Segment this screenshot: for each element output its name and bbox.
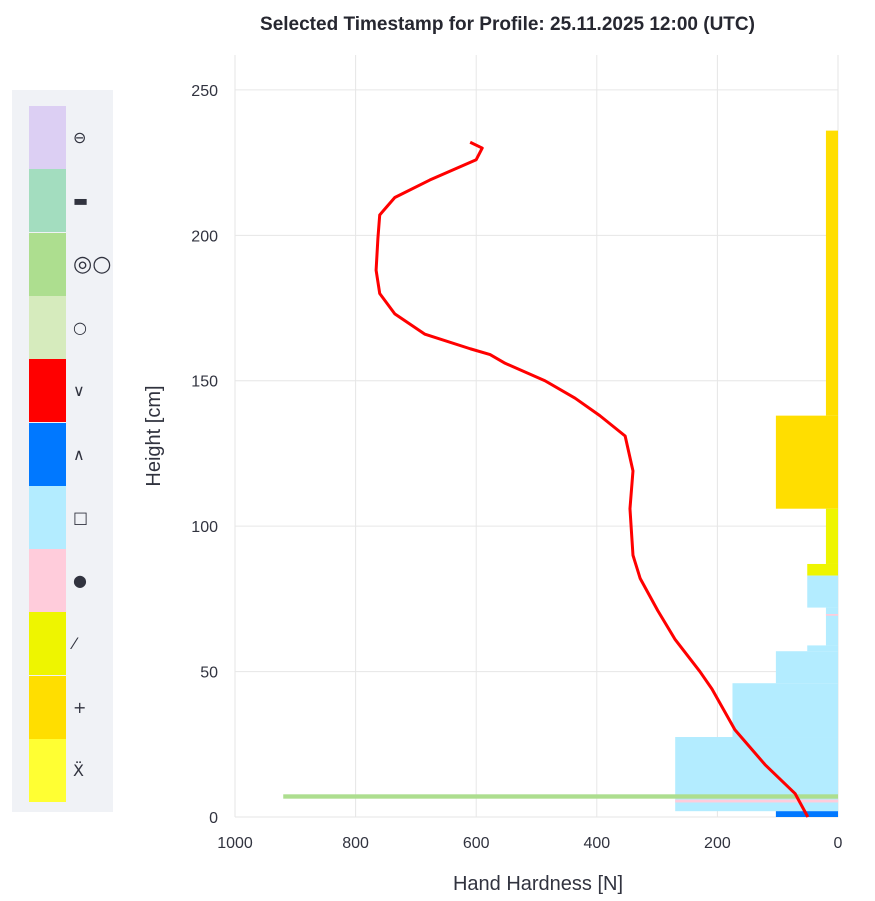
legend-swatch <box>29 106 66 169</box>
grain-symbol-icon: ● <box>73 571 87 591</box>
chart-title: Selected Timestamp for Profile: 25.11.20… <box>260 14 755 35</box>
x-tick-label: 1000 <box>217 835 253 852</box>
legend-swatch <box>29 485 66 549</box>
grain-symbol-icon: □ <box>73 507 89 527</box>
legend-swatch <box>29 295 66 359</box>
layer-bar <box>675 737 838 812</box>
y-tick-label: 200 <box>191 228 218 245</box>
legend-swatch <box>29 675 66 739</box>
grain-symbol-icon: ∧ <box>73 444 85 464</box>
grain-symbol-icon: ∨ <box>73 381 85 401</box>
layer-bar <box>825 613 838 616</box>
layer-bar <box>283 794 838 799</box>
y-axis-label: Height [cm] <box>143 385 165 486</box>
grain-symbol-icon: ○ <box>73 317 87 337</box>
x-tick-label: 600 <box>463 835 490 852</box>
grain-symbol-icon: Ẍ <box>73 761 84 780</box>
x-tick-label: 0 <box>834 835 843 852</box>
grain-symbol-icon: + <box>73 697 87 717</box>
y-tick-label: 100 <box>191 519 218 536</box>
layer-bar <box>807 575 838 608</box>
grain-symbol-icon: ▬ <box>73 191 89 211</box>
legend-item: ⊖ <box>29 106 123 169</box>
y-tick-label: 0 <box>209 810 218 827</box>
layer-bar <box>825 130 838 416</box>
y-tick-label: 150 <box>191 374 218 391</box>
legend-item: □ <box>29 485 123 549</box>
grain-symbol-icon: ⊖ <box>73 128 87 147</box>
layer-bar <box>775 415 838 509</box>
layer-bar <box>775 651 838 684</box>
x-tick-label: 800 <box>342 835 369 852</box>
y-tick-label: 50 <box>200 665 218 682</box>
legend-item: ● <box>29 549 123 613</box>
layer-bar <box>825 607 838 646</box>
legend-item: ○ <box>29 295 123 359</box>
x-tick-label: 400 <box>583 835 610 852</box>
legend-swatch <box>29 359 66 423</box>
legend-swatch <box>29 232 66 296</box>
grain-symbol-icon: ◎○ <box>73 251 112 277</box>
legend-item: ⁄ <box>29 612 123 676</box>
legend-item: + <box>29 675 123 739</box>
layer-bar <box>807 645 838 652</box>
legend-swatch <box>29 422 66 486</box>
ram-profile-line <box>374 140 810 818</box>
legend-swatch <box>29 612 66 676</box>
legend-swatch <box>29 739 66 802</box>
grain-symbol-icon: ⁄ <box>73 634 76 654</box>
x-tick-label: 200 <box>704 835 731 852</box>
legend-swatch <box>29 549 66 613</box>
layer-bar <box>807 563 838 576</box>
grain-type-legend: ⊖ ▬ ◎○ ○ ∨ ∧ □ ● ⁄ + Ẍ <box>12 90 113 812</box>
legend-item: ▬ <box>29 169 123 233</box>
legend-item: ∨ <box>29 359 123 423</box>
layer-bar <box>732 683 838 738</box>
x-axis-label: Hand Hardness [N] <box>453 873 623 895</box>
legend-item: ∧ <box>29 422 123 486</box>
y-tick-label: 250 <box>191 83 218 100</box>
legend-swatch <box>29 169 66 233</box>
legend-item: Ẍ <box>29 739 123 802</box>
layer-bar <box>675 799 838 803</box>
legend-item: ◎○ <box>29 232 123 296</box>
layer-bar <box>825 508 838 564</box>
